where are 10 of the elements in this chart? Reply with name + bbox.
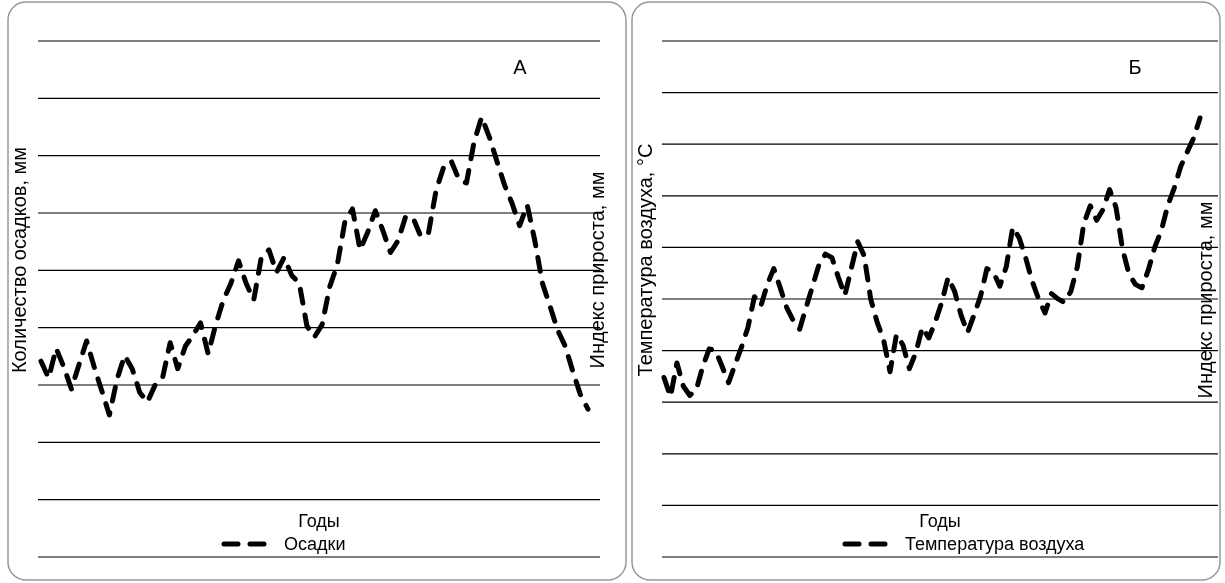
legend-label: Температура воздуха	[905, 534, 1086, 554]
chart-title: А	[513, 56, 528, 78]
legend-label: Осадки	[284, 534, 346, 554]
y2-axis-title: Индекс прироста, мм	[1194, 201, 1216, 399]
y2-axis-title: Индекс прироста, мм	[586, 171, 608, 369]
x-axis-title: Годы	[919, 511, 961, 531]
chart-title: Б	[1128, 56, 1142, 78]
y-axis-title: Температура воздуха, °С	[634, 143, 656, 377]
y-axis-title: Количество осадков, мм	[8, 146, 30, 374]
x-axis-title: Годы	[298, 511, 340, 531]
